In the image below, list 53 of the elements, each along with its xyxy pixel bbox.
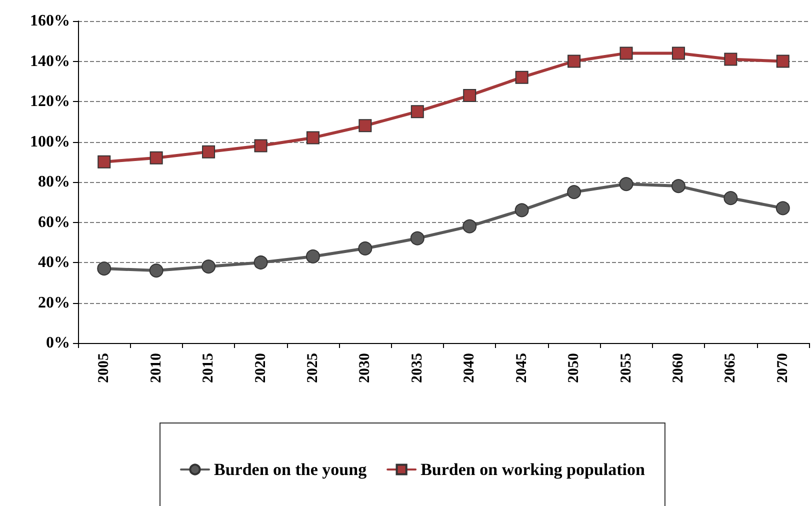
point	[724, 52, 738, 66]
x-tick-label: 2015	[200, 353, 217, 383]
point	[254, 256, 268, 270]
legend-label: Burden on working population	[420, 460, 646, 479]
point	[410, 231, 424, 246]
y-tick-label: 60%	[38, 214, 70, 231]
point	[514, 203, 529, 218]
x-tick-label: 2030	[357, 353, 374, 383]
point	[98, 155, 111, 168]
point	[672, 46, 685, 60]
x-tick-label: 2010	[148, 353, 164, 383]
x-tick-label: 2065	[722, 353, 739, 383]
point	[358, 241, 372, 256]
y-tick-label: 160%	[30, 12, 70, 30]
x-tick-label: 2005	[96, 353, 112, 383]
x-tick-label: 2045	[514, 353, 530, 383]
y-tick-label: 40%	[38, 254, 70, 271]
point	[567, 185, 582, 200]
x-tick-label: 2035	[409, 353, 426, 383]
point	[254, 139, 268, 152]
y-tick-label: 80%	[38, 174, 70, 190]
point	[202, 260, 216, 274]
point	[724, 191, 738, 206]
point	[462, 219, 477, 234]
legend-label: Burden on the young	[214, 460, 368, 479]
point	[97, 262, 112, 276]
y-tick-label: 100%	[30, 133, 70, 150]
point	[306, 131, 320, 144]
y-tick-label: 20%	[38, 294, 70, 312]
point	[515, 70, 528, 84]
y-tick-label: 0%	[46, 334, 70, 352]
point	[306, 249, 320, 264]
x-tick-label: 2050	[566, 353, 582, 383]
point	[568, 54, 581, 68]
point	[776, 201, 790, 216]
point	[358, 119, 372, 132]
point	[463, 88, 476, 102]
point	[410, 105, 424, 118]
point	[619, 177, 634, 192]
point	[202, 145, 216, 158]
y-tick-label: 120%	[30, 93, 70, 110]
point	[149, 264, 164, 278]
x-tick-label: 2025	[304, 353, 321, 383]
x-tick-label: 2070	[774, 353, 791, 383]
x-tick-label: 2055	[618, 353, 634, 383]
x-tick-label: 2060	[670, 353, 686, 383]
point	[776, 54, 790, 68]
point	[150, 151, 163, 164]
x-tick-label: 2040	[462, 353, 478, 383]
point	[620, 46, 633, 60]
point	[671, 179, 686, 194]
y-tick-label: 140%	[30, 52, 70, 70]
x-tick-label: 2020	[252, 353, 269, 383]
